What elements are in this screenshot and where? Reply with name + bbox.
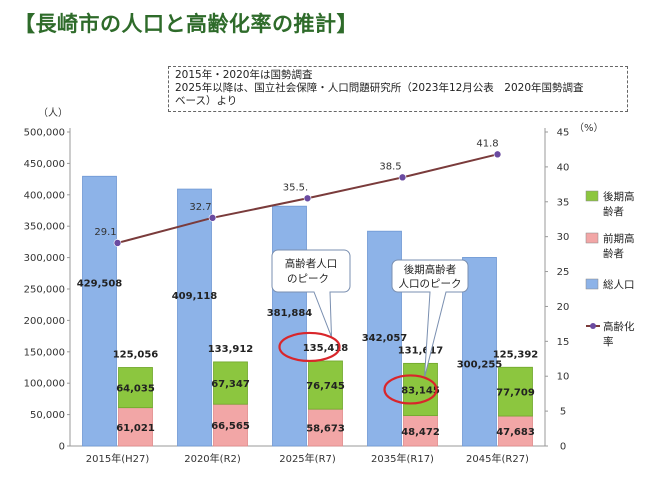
- y-tick-label: 400,000: [24, 190, 65, 201]
- y2-tick-label: 35: [557, 197, 570, 208]
- data-label-elderly-total: 135,418: [303, 343, 349, 354]
- x-tick-label: 2025年(R7): [279, 452, 336, 465]
- bar-late-elderly: [308, 360, 343, 410]
- bar-total: [462, 257, 497, 447]
- callout-late-elderly-peak-line1: 後期高齢者: [404, 263, 457, 276]
- y-tick-label: 450,000: [24, 159, 65, 170]
- data-label-early-elderly: 58,673: [306, 424, 345, 435]
- highlight-circle-elderly-peak: [278, 331, 341, 363]
- highlight-circle-late-elderly-peak: [383, 374, 438, 405]
- x-tick-label: 2035年(R17): [371, 452, 434, 465]
- bar-late-elderly: [498, 366, 533, 417]
- data-label-late-elderly: 67,347: [211, 379, 250, 390]
- page-title: 【長崎市の人口と高齢化率の推計】: [14, 12, 358, 36]
- y-tick-label: 50,000: [30, 410, 65, 421]
- data-label-elderly-total: 125,392: [493, 349, 539, 360]
- data-label-aging-rate: 32.7: [189, 202, 211, 213]
- data-label-early-elderly: 47,683: [496, 427, 535, 438]
- x-tick-label: 2045年(R27): [466, 452, 529, 465]
- y2-tick-label: 0: [560, 442, 566, 453]
- legend-label-early-elderly: 齢者: [603, 247, 624, 260]
- y-tick-label: 100,000: [24, 379, 65, 390]
- point-aging-rate: [208, 214, 217, 222]
- legend-swatch-late-elderly: [585, 190, 599, 202]
- source-note: 2015年・2020年は国勢調査 2025年以降は、国立社会保障・人口問題研究所…: [168, 66, 628, 112]
- data-label-total: 342,057: [362, 333, 408, 344]
- data-label-aging-rate: 35.5.: [283, 182, 308, 193]
- y2-tick-label: 10: [557, 372, 570, 383]
- callout-late-elderly-peak: [391, 259, 469, 378]
- note-line-3: ベース）より: [175, 95, 238, 107]
- legend-label-rate: 高齢化: [603, 320, 635, 333]
- data-label-elderly-total: 131,617: [398, 345, 444, 356]
- y-tick-label: 350,000: [24, 222, 65, 233]
- data-label-early-elderly: 66,565: [211, 421, 250, 432]
- x-tick-label: 2020年(R2): [184, 452, 241, 465]
- data-label-late-elderly: 77,709: [496, 388, 535, 399]
- y-tick-label: 150,000: [24, 347, 65, 358]
- note-line-2: 2025年以降は、国立社会保障・人口問題研究所（2023年12月公表 2020年…: [175, 82, 584, 94]
- y2-tick-label: 30: [557, 232, 570, 243]
- data-label-elderly-total: 125,056: [113, 349, 159, 360]
- y2-tick-label: 15: [557, 337, 570, 348]
- legend-label-late-elderly: 後期高: [603, 190, 635, 203]
- bar-early-elderly: [498, 415, 533, 447]
- data-label-elderly-total: 133,912: [208, 344, 254, 355]
- data-label-early-elderly: 48,472: [401, 427, 440, 438]
- y2-tick-label: 20: [557, 302, 570, 313]
- y-tick-label: 300,000: [24, 253, 65, 264]
- y2-tick-label: 25: [557, 267, 570, 278]
- callout-late-elderly-peak-line2: 人口のピーク: [399, 278, 462, 290]
- legend-label-rate: 率: [603, 335, 614, 348]
- legend-label-late-elderly: 齢者: [603, 205, 624, 218]
- y2-tick-label: 40: [557, 162, 570, 173]
- bar-total: [82, 175, 117, 447]
- bar-total: [177, 188, 212, 447]
- y2-tick-label: 5: [560, 407, 566, 418]
- data-label-aging-rate: 29.1: [94, 227, 116, 238]
- legend-swatch-total: [585, 278, 599, 290]
- data-label-late-elderly: 76,745: [306, 381, 345, 392]
- y-axis-unit: （人）: [38, 107, 68, 119]
- data-label-aging-rate: 41.8: [476, 138, 498, 149]
- data-label-total: 429,508: [77, 278, 123, 289]
- x-tick-label: 2015年(H27): [86, 452, 150, 465]
- callout-elderly-peak-line2: のピーク: [287, 273, 329, 285]
- bar-early-elderly: [213, 403, 248, 447]
- legend-label-total: 総人口: [603, 278, 635, 291]
- bar-total: [272, 205, 307, 447]
- data-label-late-elderly: 83,145: [401, 385, 440, 396]
- note-line-1: 2015年・2020年は国勢調査: [175, 69, 313, 81]
- bar-late-elderly: [118, 367, 153, 409]
- point-aging-rate: [493, 150, 502, 159]
- data-label-aging-rate: 38.5: [379, 161, 401, 172]
- legend-swatch-rate-marker: [590, 323, 596, 329]
- y-tick-label: 250,000: [24, 285, 65, 296]
- data-label-total: 409,118: [172, 291, 218, 302]
- y2-tick-label: 45: [557, 128, 570, 139]
- y-tick-label: 0: [59, 442, 65, 453]
- bar-late-elderly: [213, 361, 248, 405]
- data-label-late-elderly: 64,035: [116, 384, 155, 395]
- callout-elderly-peak-line1: 高齢者人口: [285, 257, 338, 270]
- y-tick-label: 500,000: [24, 128, 65, 139]
- bar-early-elderly: [118, 407, 153, 447]
- point-aging-rate: [303, 194, 312, 203]
- legend-label-early-elderly: 前期高: [603, 232, 635, 245]
- point-aging-rate: [113, 239, 122, 247]
- point-aging-rate: [398, 173, 407, 182]
- data-label-total: 381,884: [267, 308, 313, 319]
- data-label-total: 300,255: [457, 359, 503, 370]
- data-label-early-elderly: 61,021: [116, 423, 155, 434]
- legend-swatch-early-elderly: [585, 232, 599, 244]
- callout-elderly-peak: [271, 249, 351, 338]
- bar-early-elderly: [403, 415, 438, 447]
- y2-axis-unit: （%）: [574, 122, 604, 134]
- y-tick-label: 200,000: [24, 316, 65, 327]
